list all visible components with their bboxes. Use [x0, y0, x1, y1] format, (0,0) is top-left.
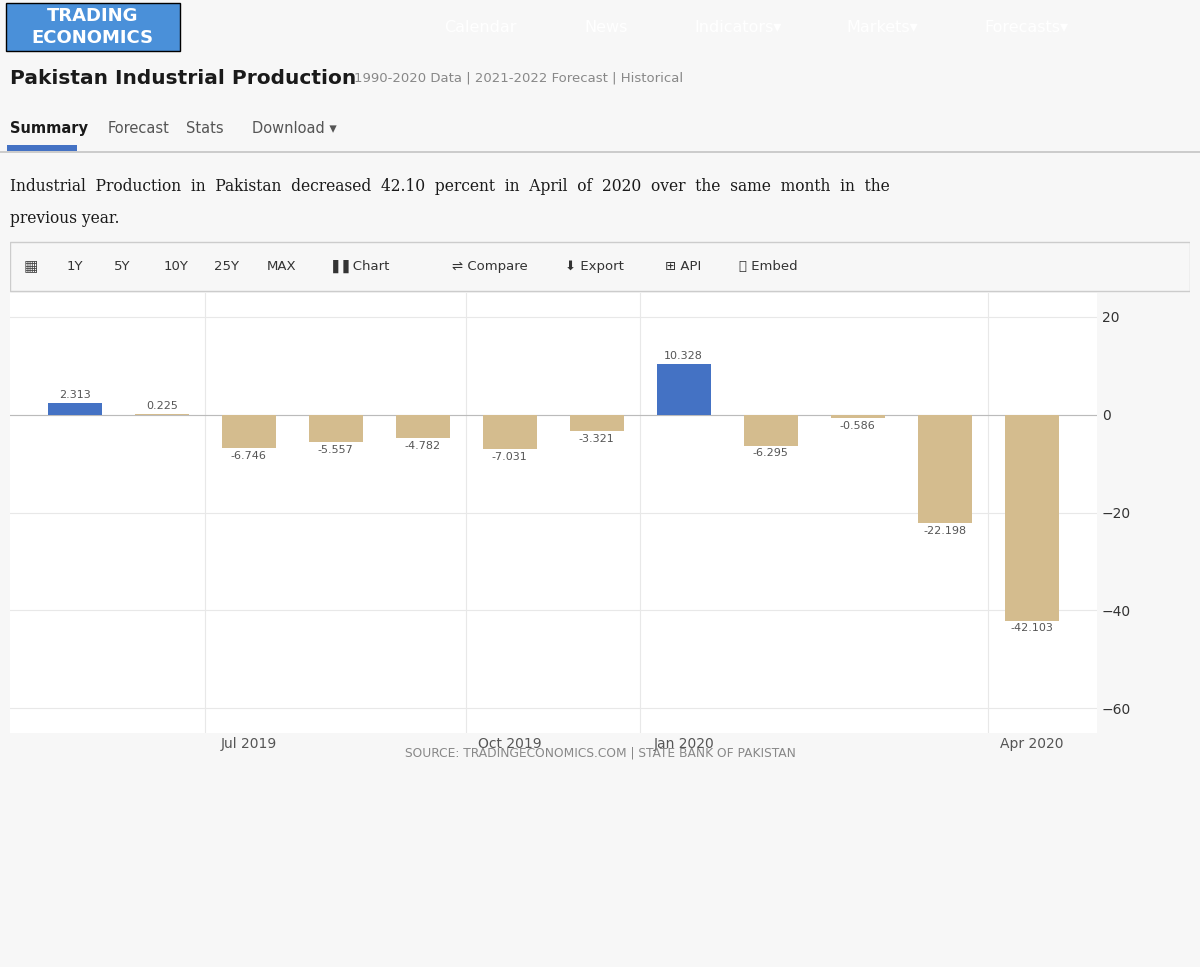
Text: -42.103: -42.103 — [1010, 624, 1054, 633]
Bar — [222, 415, 276, 448]
Text: ⬇ Export: ⬇ Export — [564, 260, 624, 273]
Text: -4.782: -4.782 — [404, 441, 440, 451]
Text: Markets▾: Markets▾ — [846, 19, 918, 35]
Text: -3.321: -3.321 — [578, 434, 614, 444]
Text: ⇌ Compare: ⇌ Compare — [452, 260, 528, 273]
Text: MAX: MAX — [268, 260, 296, 273]
Bar — [0, 152, 1200, 154]
Text: SOURCE: TRADINGECONOMICS.COM | STATE BANK OF PAKISTAN: SOURCE: TRADINGECONOMICS.COM | STATE BAN… — [404, 747, 796, 759]
Text: -7.031: -7.031 — [492, 452, 528, 462]
Text: Calendar: Calendar — [444, 19, 516, 35]
Text: Forecasts▾: Forecasts▾ — [984, 19, 1068, 35]
Text: TRADING
ECONOMICS: TRADING ECONOMICS — [31, 7, 154, 47]
Bar — [918, 415, 972, 523]
Bar — [308, 415, 362, 442]
Bar — [482, 415, 536, 449]
FancyBboxPatch shape — [6, 3, 180, 51]
Text: -5.557: -5.557 — [318, 445, 354, 454]
Text: -6.295: -6.295 — [752, 449, 788, 458]
Text: 1990-2020 Data | 2021-2022 Forecast | Historical: 1990-2020 Data | 2021-2022 Forecast | Hi… — [354, 72, 683, 85]
Text: 10Y: 10Y — [163, 260, 188, 273]
Bar — [570, 415, 624, 431]
Text: previous year.: previous year. — [10, 210, 119, 227]
Text: Industrial  Production  in  Pakistan  decreased  42.10  percent  in  April  of  : Industrial Production in Pakistan decrea… — [10, 178, 889, 194]
Bar — [396, 415, 450, 438]
Text: -6.746: -6.746 — [230, 451, 266, 460]
Bar — [830, 415, 884, 418]
Text: 25Y: 25Y — [214, 260, 239, 273]
Text: Pakistan Industrial Production: Pakistan Industrial Production — [10, 69, 356, 88]
Text: 2.313: 2.313 — [59, 391, 91, 400]
Text: ⊞ API: ⊞ API — [665, 260, 701, 273]
Text: 🖼 Embed: 🖼 Embed — [739, 260, 798, 273]
Bar — [656, 365, 710, 415]
Text: 0.225: 0.225 — [146, 400, 178, 411]
Text: Download ▾: Download ▾ — [252, 121, 337, 135]
Bar — [48, 403, 102, 415]
Text: ▦: ▦ — [24, 259, 38, 274]
Text: 10.328: 10.328 — [665, 351, 703, 362]
Bar — [1004, 415, 1058, 621]
Bar — [134, 414, 188, 415]
Text: -0.586: -0.586 — [840, 421, 876, 430]
Bar — [744, 415, 798, 446]
Bar — [7, 145, 77, 151]
Text: Indicators▾: Indicators▾ — [695, 19, 781, 35]
Text: Stats: Stats — [186, 121, 223, 135]
FancyBboxPatch shape — [10, 242, 1190, 291]
Text: ▐▐ Chart: ▐▐ Chart — [329, 260, 390, 273]
Text: 5Y: 5Y — [114, 260, 130, 273]
Text: Summary: Summary — [10, 121, 88, 135]
Text: 1Y: 1Y — [66, 260, 83, 273]
Text: News: News — [584, 19, 628, 35]
Text: Forecast: Forecast — [108, 121, 170, 135]
Text: -22.198: -22.198 — [923, 526, 966, 536]
